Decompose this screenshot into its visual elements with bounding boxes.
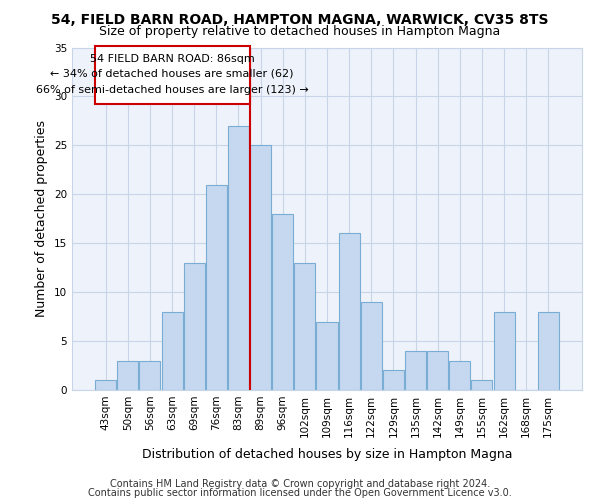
Bar [139, 360, 160, 390]
Bar [405, 351, 426, 390]
X-axis label: Distribution of detached houses by size in Hampton Magna: Distribution of detached houses by size … [142, 448, 512, 461]
Bar [383, 370, 404, 390]
Y-axis label: Number of detached properties: Number of detached properties [35, 120, 49, 318]
Bar [361, 302, 382, 390]
Bar [494, 312, 515, 390]
Bar [295, 263, 316, 390]
Text: 54 FIELD BARN ROAD: 86sqm: 54 FIELD BARN ROAD: 86sqm [90, 54, 254, 64]
Bar [184, 263, 205, 390]
Text: 54, FIELD BARN ROAD, HAMPTON MAGNA, WARWICK, CV35 8TS: 54, FIELD BARN ROAD, HAMPTON MAGNA, WARW… [51, 12, 549, 26]
Bar [250, 146, 271, 390]
Bar [449, 360, 470, 390]
Bar [161, 312, 182, 390]
Bar [95, 46, 250, 104]
Bar [316, 322, 338, 390]
Text: Contains HM Land Registry data © Crown copyright and database right 2024.: Contains HM Land Registry data © Crown c… [110, 479, 490, 489]
Bar [427, 351, 448, 390]
Bar [118, 360, 139, 390]
Bar [338, 234, 359, 390]
Bar [472, 380, 493, 390]
Bar [228, 126, 249, 390]
Text: ← 34% of detached houses are smaller (62): ← 34% of detached houses are smaller (62… [50, 69, 294, 79]
Bar [206, 184, 227, 390]
Text: Contains public sector information licensed under the Open Government Licence v3: Contains public sector information licen… [88, 488, 512, 498]
Bar [272, 214, 293, 390]
Bar [538, 312, 559, 390]
Text: Size of property relative to detached houses in Hampton Magna: Size of property relative to detached ho… [100, 25, 500, 38]
Bar [95, 380, 116, 390]
Text: 66% of semi-detached houses are larger (123) →: 66% of semi-detached houses are larger (… [36, 84, 308, 94]
